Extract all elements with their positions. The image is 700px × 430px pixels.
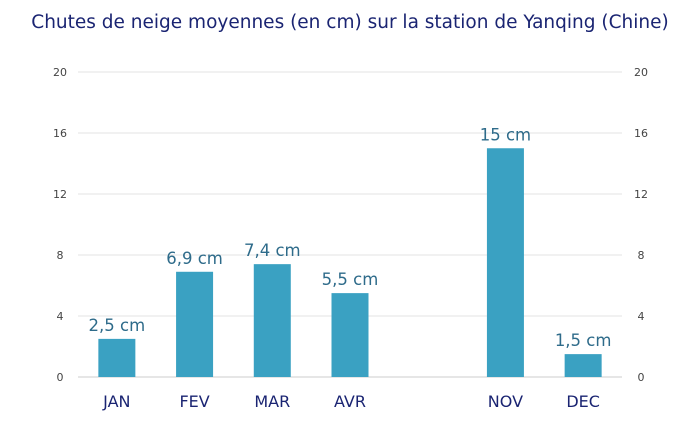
y-tick-label-right: 12	[634, 188, 648, 201]
y-tick-label-right: 20	[634, 66, 648, 79]
y-tick-label-left: 12	[53, 188, 67, 201]
data-label-fev: 6,9 cm	[166, 249, 223, 268]
bar-nov	[486, 148, 524, 377]
x-tick-label-avr: AVR	[334, 392, 366, 411]
data-label-mar: 7,4 cm	[244, 241, 301, 260]
x-tick-label-dec: DEC	[566, 392, 600, 411]
y-tick-label-right: 0	[638, 371, 645, 384]
bar-fev	[176, 271, 214, 377]
y-tick-label-left: 8	[57, 249, 64, 262]
bar-jan	[98, 338, 136, 377]
x-tick-label-jan: JAN	[102, 392, 130, 411]
x-tick-label-nov: NOV	[488, 392, 523, 411]
data-label-jan: 2,5 cm	[89, 316, 146, 335]
chart-title: Chutes de neige moyennes (en cm) sur la …	[31, 12, 669, 33]
y-tick-label-left: 16	[53, 127, 67, 140]
data-label-nov: 15 cm	[480, 125, 531, 144]
y-tick-label-left: 4	[57, 310, 64, 323]
y-tick-label-left: 0	[57, 371, 64, 384]
y-tick-label-right: 4	[638, 310, 645, 323]
bar-dec	[564, 354, 602, 377]
x-tick-label-fev: FEV	[179, 392, 209, 411]
data-label-avr: 5,5 cm	[322, 270, 379, 289]
y-tick-label-right: 16	[634, 127, 648, 140]
y-tick-label-left: 20	[53, 66, 67, 79]
data-label-dec: 1,5 cm	[555, 331, 612, 350]
bar-avr	[331, 293, 369, 377]
bar-mar	[253, 264, 291, 377]
y-tick-label-right: 8	[638, 249, 645, 262]
x-tick-label-mar: MAR	[254, 392, 290, 411]
